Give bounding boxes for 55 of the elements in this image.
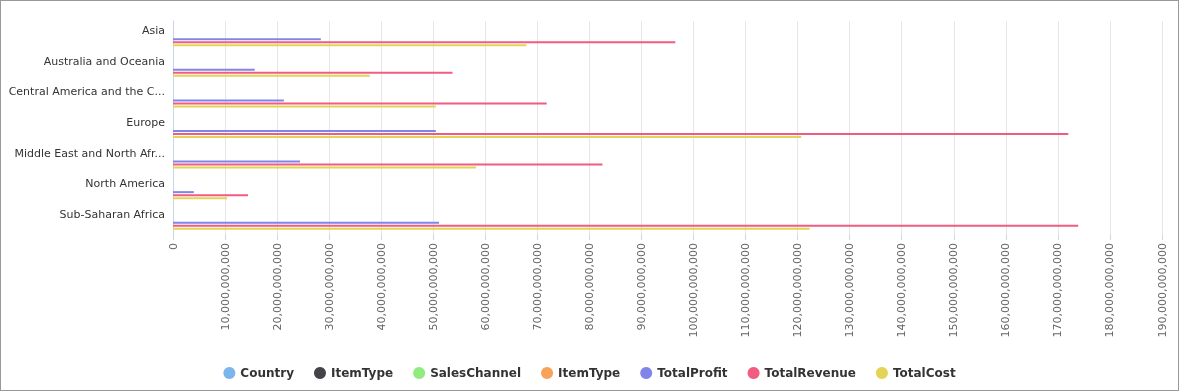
- y-tick-label: Central America and the C...: [8, 85, 165, 99]
- bar: [173, 191, 194, 194]
- bar: [173, 130, 436, 132]
- legend-label: TotalCost: [892, 366, 956, 380]
- x-tick-label: 20,000,000,000: [270, 243, 284, 331]
- x-tick-label: 30,000,000,000: [322, 243, 336, 331]
- x-tick-label: 60,000,000,000: [478, 243, 492, 331]
- bar: [173, 197, 228, 200]
- x-tick-label: 130,000,000,000: [843, 243, 857, 338]
- x-tick-label: 80,000,000,000: [582, 243, 596, 331]
- bar: [173, 99, 284, 102]
- bar: [173, 68, 255, 71]
- x-tick-label: 150,000,000,000: [947, 243, 961, 338]
- bar: [173, 224, 1079, 227]
- x-tick-label: 100,000,000,000: [687, 243, 701, 338]
- bar: [173, 38, 321, 41]
- bar: [173, 102, 547, 105]
- bar: [173, 133, 1069, 135]
- bar: [173, 166, 476, 169]
- bar: [173, 194, 248, 197]
- bar: [173, 105, 436, 108]
- x-tick-label: 40,000,000,000: [374, 243, 388, 331]
- x-tick-label: 180,000,000,000: [1103, 243, 1117, 338]
- bar: [173, 227, 810, 230]
- bar: [173, 74, 370, 77]
- x-tick-label: 140,000,000,000: [895, 243, 909, 338]
- x-tick-label: 0: [166, 243, 180, 250]
- x-tick-label: 10,000,000,000: [218, 243, 232, 331]
- bar: [173, 221, 439, 224]
- y-tick-label: Sub-Saharan Africa: [59, 207, 165, 221]
- y-tick-label: Australia and Oceania: [43, 54, 165, 68]
- y-tick-label: Middle East and North Afr...: [14, 146, 165, 160]
- legend-label: ItemType: [330, 366, 394, 380]
- x-tick-label: 50,000,000,000: [426, 243, 440, 331]
- legend-label: TotalProfit: [657, 366, 728, 380]
- x-tick-label: 190,000,000,000: [1155, 243, 1169, 338]
- bar: [173, 41, 676, 44]
- legend-label: TotalRevenue: [764, 366, 856, 380]
- bar: [173, 163, 603, 166]
- x-tick-label: 160,000,000,000: [999, 243, 1013, 338]
- x-tick-label: 110,000,000,000: [739, 243, 753, 338]
- y-tick-label: North America: [85, 177, 165, 191]
- y-tick-label: Asia: [141, 24, 165, 38]
- y-tick-label: Europe: [126, 116, 166, 129]
- x-tick-label: 170,000,000,000: [1051, 243, 1065, 338]
- x-tick-label: 120,000,000,000: [791, 243, 805, 338]
- legend-label: SalesChannel: [430, 366, 522, 380]
- legend-label: ItemType: [558, 366, 621, 380]
- x-tick-label: 70,000,000,000: [530, 243, 544, 331]
- x-tick-label: 90,000,000,000: [634, 243, 648, 331]
- bar: [173, 136, 802, 138]
- bar: [173, 160, 301, 163]
- bar: [173, 44, 527, 47]
- legend-label: Country: [240, 366, 295, 380]
- bar: [173, 71, 453, 74]
